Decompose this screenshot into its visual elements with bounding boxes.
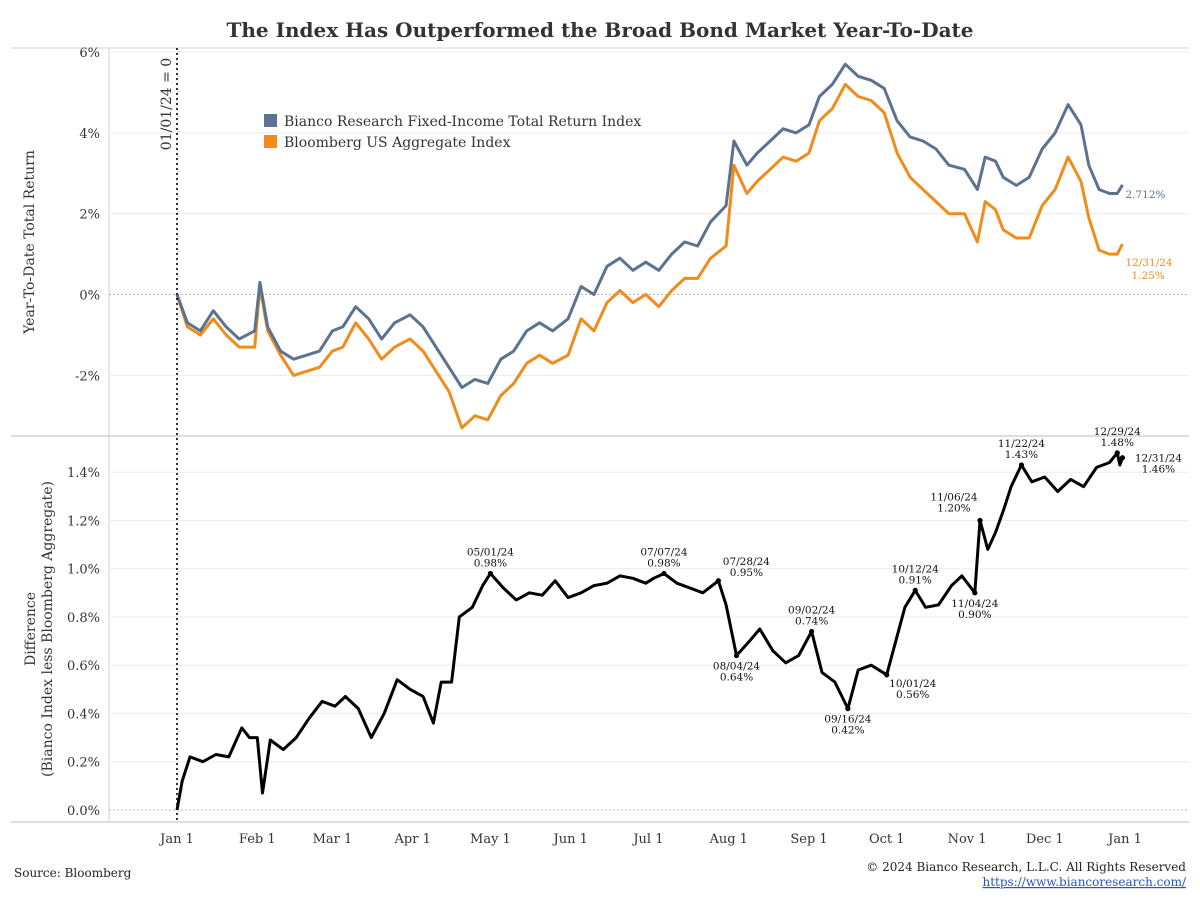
x-tick-label: Feb 1: [239, 832, 276, 847]
annotation-dot: [1018, 462, 1025, 468]
annotation-value: 0.42%: [831, 725, 864, 737]
x-tick-label: Dec 1: [1026, 832, 1064, 847]
annotation-dot: [884, 672, 890, 678]
annotation-dot: [661, 570, 667, 577]
aggregate-end-value-label: 1.25%: [1131, 270, 1164, 282]
bottom-panel: Difference (Bianco Index less Bloomberg …: [11, 426, 1189, 823]
x-tick-label: Jun 1: [552, 832, 588, 847]
top-y-axis-label: Year-To-Date Total Return: [22, 150, 38, 335]
annotation-value: 0.98%: [647, 558, 680, 570]
chart-title: The Index Has Outperformed the Broad Bon…: [227, 18, 974, 42]
series-line-difference: [175, 451, 1124, 811]
legend-label-aggregate: Bloomberg US Aggregate Index: [284, 135, 511, 151]
x-tick-label: May 1: [470, 832, 511, 847]
x-tick-label: Apr 1: [394, 832, 431, 847]
annotation-dot: [715, 578, 721, 584]
annotation-date: 07/07/24: [640, 547, 687, 559]
start-date-marker-label: 01/01/24 = 0: [159, 58, 175, 150]
annotation-date: 11/22/24: [998, 438, 1045, 450]
bottom-y-axis-label-2: (Bianco Index less Bloomberg Aggregate): [40, 481, 56, 777]
top-panel: Year-To-Date Total Return -2% 0% 2% 4% 6% 2.…: [11, 46, 1189, 437]
annotation-dot: [487, 570, 494, 577]
annotation-date: 08/04/24: [713, 661, 760, 673]
annotation-date: 09/16/24: [824, 714, 871, 726]
x-tick-label: Sep 1: [790, 832, 827, 847]
x-tick-label: Jan 1: [1106, 832, 1142, 847]
annotation-value: 0.56%: [896, 689, 929, 701]
website-link[interactable]: https://www.biancoresearch.com/: [982, 875, 1186, 889]
x-tick-label: Mar 1: [313, 832, 353, 847]
x-tick-label: Aug 1: [708, 832, 748, 847]
annotation-dot: [977, 517, 983, 524]
bottom-y-tick-label: 0.4%: [67, 707, 100, 722]
legend-swatch-index: [264, 114, 277, 127]
annotation-date: 07/28/24: [723, 556, 770, 568]
bottom-y-tick-label: 1.0%: [67, 563, 100, 578]
copyright-note: © 2024 Bianco Research, L.L.C. All Right…: [866, 860, 1186, 874]
annotation-date: 05/01/24: [467, 547, 514, 559]
top-y-tick-label: 6%: [79, 46, 100, 61]
legend-swatch-aggregate: [264, 135, 277, 148]
annotation-date: 10/01/24: [889, 678, 936, 690]
x-tick-label: Jan 1: [158, 832, 194, 847]
annotation-date: 12/31/24: [1135, 453, 1182, 465]
bottom-y-tick-label: 1.2%: [67, 514, 100, 529]
annotation-value: 1.48%: [1101, 437, 1134, 449]
bottom-y-tick-label: 0.6%: [67, 659, 100, 674]
annotation-dot: [809, 628, 815, 635]
legend-label-index: Bianco Research Fixed-Income Total Retur…: [284, 114, 641, 130]
annotation-date: 11/04/24: [951, 598, 998, 610]
annotation-date: 09/02/24: [788, 604, 835, 616]
annotation-date: 11/06/24: [930, 491, 977, 503]
annotation-value: 0.98%: [474, 558, 507, 570]
legend: Bianco Research Fixed-Income Total Retur…: [264, 114, 641, 151]
annotation-value: 1.20%: [937, 502, 970, 514]
annotation-value: 0.74%: [795, 615, 828, 627]
series-line-aggregate: [175, 82, 1124, 430]
bottom-y-axis-label: Difference: [23, 592, 39, 666]
annotation-dot: [845, 706, 851, 712]
index-end-label: 2.712%: [1125, 189, 1165, 201]
top-y-tick-label: 0%: [79, 289, 100, 304]
annotation-dot: [1114, 450, 1120, 456]
top-y-tick-label: 4%: [79, 127, 100, 142]
top-y-tick-label: 2%: [79, 208, 100, 223]
bottom-y-tick-label: 1.4%: [67, 466, 100, 481]
annotation-value: 0.91%: [899, 574, 932, 586]
aggregate-end-date-label: 12/31/24: [1125, 257, 1172, 269]
annotation-date: 10/12/24: [892, 563, 939, 575]
series-line-index: [175, 62, 1124, 389]
annotation-value: 0.90%: [958, 609, 991, 621]
annotation-date: 12/29/24: [1094, 426, 1141, 438]
annotation-dot: [912, 587, 918, 594]
x-tick-label: Jul 1: [631, 832, 663, 847]
annotation-value: 1.43%: [1005, 449, 1038, 461]
x-tick-label: Nov 1: [948, 832, 987, 847]
bottom-y-tick-label: 0.8%: [67, 611, 100, 626]
annotation-dot: [733, 652, 740, 659]
annotation-dot: [972, 590, 978, 596]
bottom-y-tick-label: 0.2%: [67, 756, 100, 771]
top-y-tick-label: -2%: [75, 369, 100, 384]
annotation-value: 0.64%: [720, 672, 753, 684]
annotation-dot: [1119, 455, 1126, 461]
x-tick-label: Oct 1: [869, 832, 905, 847]
annotation-value: 0.95%: [730, 567, 763, 579]
bottom-y-tick-label: 0.0%: [67, 804, 100, 819]
annotation-value: 1.46%: [1142, 464, 1175, 476]
source-note: Source: Bloomberg: [14, 866, 132, 880]
